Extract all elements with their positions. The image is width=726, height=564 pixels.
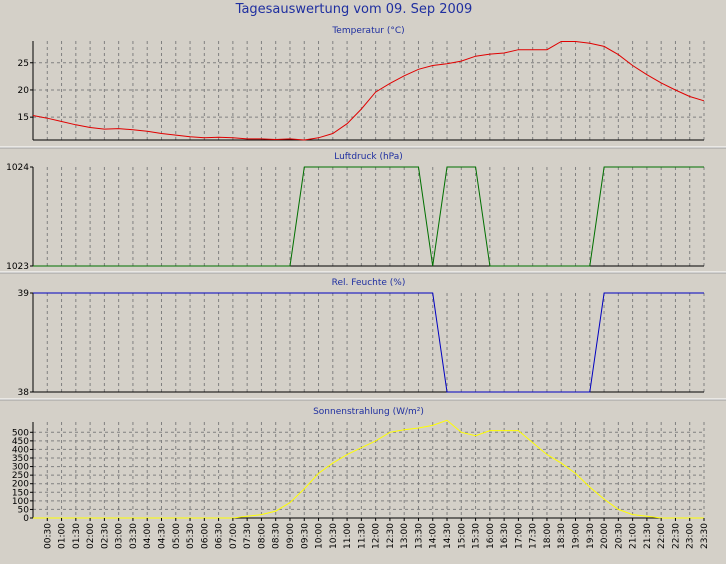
x-tick-label: 17:30 (529, 523, 539, 549)
humidity-series-line (33, 292, 704, 393)
y-tick-label: 150 (12, 488, 29, 498)
x-tick-label: 08:00 (257, 523, 267, 549)
x-tick-label: 06:30 (215, 523, 225, 549)
x-tick-label: 18:30 (557, 523, 567, 549)
x-tick-label: 09:30 (300, 523, 310, 549)
x-tick-label: 20:00 (600, 523, 610, 549)
x-tick-label: 12:30 (386, 523, 396, 549)
plot-area (33, 41, 704, 140)
temperature-series-line (32, 41, 705, 141)
x-tick-label: 16:30 (500, 523, 510, 549)
y-tick-label: 0 (23, 514, 29, 524)
pressure-panel: Luftdruck (hPa) 1023 1024 (0, 152, 726, 274)
x-tick-label: 02:00 (86, 523, 96, 549)
x-tick-label: 17:00 (514, 523, 524, 549)
humidity-panel: Rel. Feuchte (%) 38 39 (0, 278, 726, 401)
x-tick-label: 15:30 (472, 523, 482, 549)
pressure-title: Luftdruck (hPa) (334, 152, 403, 162)
x-tick-label: 07:00 (229, 523, 239, 549)
x-tick-label: 02:30 (100, 523, 110, 549)
x-tick-label: 03:00 (115, 523, 125, 549)
y-tick-label: 25 (18, 59, 29, 69)
x-tick-label: 13:30 (414, 523, 424, 549)
x-tick-label: 14:00 (429, 523, 439, 549)
y-tick-label: 20 (18, 86, 30, 96)
plot-area (33, 293, 704, 392)
y-tick-label: 500 (12, 428, 29, 438)
x-tick-label: 15:00 (457, 523, 467, 549)
y-tick-label: 100 (12, 497, 29, 507)
radiation-series-line (33, 419, 704, 519)
humidity-title: Rel. Feuchte (%) (332, 278, 406, 288)
x-tick-label: 04:30 (157, 523, 167, 549)
x-tick-label: 11:30 (357, 523, 367, 549)
radiation-panel: Sonnenstrahlung (W/m²) 050100150200250300… (12, 407, 705, 524)
x-tick-label: 03:30 (129, 523, 139, 549)
x-tick-label: 20:30 (614, 523, 624, 549)
x-tick-label: 22:30 (671, 523, 681, 549)
temperature-panel: Temperatur (°C) 15 20 25 (0, 26, 726, 149)
y-tick-label: 450 (12, 437, 29, 447)
radiation-title: Sonnenstrahlung (W/m²) (313, 407, 424, 417)
y-tick-label: 200 (12, 480, 29, 490)
y-tick-label: 1023 (6, 262, 29, 272)
x-tick-label: 22:00 (657, 523, 667, 549)
plot-area (33, 167, 704, 266)
x-tick-label: 01:30 (72, 523, 82, 549)
x-tick-label: 01:00 (58, 523, 68, 549)
x-tick-label: 13:00 (400, 523, 410, 549)
x-tick-label: 06:00 (200, 523, 210, 549)
x-tick-label: 05:30 (186, 523, 196, 549)
x-tick-label: 09:00 (286, 523, 296, 549)
x-tick-label: 14:30 (443, 523, 453, 549)
x-tick-label: 11:00 (343, 523, 353, 549)
y-tick-label: 1024 (6, 163, 29, 173)
y-tick-label: 400 (12, 445, 29, 455)
x-tick-label: 21:00 (629, 523, 639, 549)
x-tick-label: 07:30 (243, 523, 253, 549)
y-tick-label: 15 (18, 113, 29, 123)
y-tick-label: 350 (12, 454, 29, 464)
plot-area (33, 422, 704, 518)
x-tick-label: 00:30 (43, 523, 53, 549)
x-tick-label: 04:00 (143, 523, 153, 549)
x-tick-label: 23:00 (686, 523, 696, 549)
y-tick-label: 50 (18, 505, 30, 515)
y-tick-label: 250 (12, 471, 29, 481)
x-tick-label: 19:30 (586, 523, 596, 549)
x-tick-label: 08:30 (272, 523, 282, 549)
x-tick-label: 16:00 (486, 523, 496, 549)
chart-title: Tagesauswertung vom 09. Sep 2009 (235, 2, 473, 17)
x-tick-label: 10:30 (329, 523, 339, 549)
x-tick-label: 21:30 (643, 523, 653, 549)
x-tick-label: 18:00 (543, 523, 553, 549)
y-tick-label: 300 (12, 463, 29, 473)
x-tick-label: 10:00 (315, 523, 325, 549)
pressure-series-line (33, 166, 704, 267)
x-tick-label: 23:30 (700, 523, 710, 549)
x-tick-label: 05:00 (172, 523, 182, 549)
temperature-title: Temperatur (°C) (331, 26, 404, 36)
x-tick-label: 12:00 (372, 523, 382, 549)
y-tick-label: 38 (18, 388, 30, 398)
x-tick-label: 19:00 (572, 523, 582, 549)
y-tick-label: 39 (18, 289, 30, 299)
